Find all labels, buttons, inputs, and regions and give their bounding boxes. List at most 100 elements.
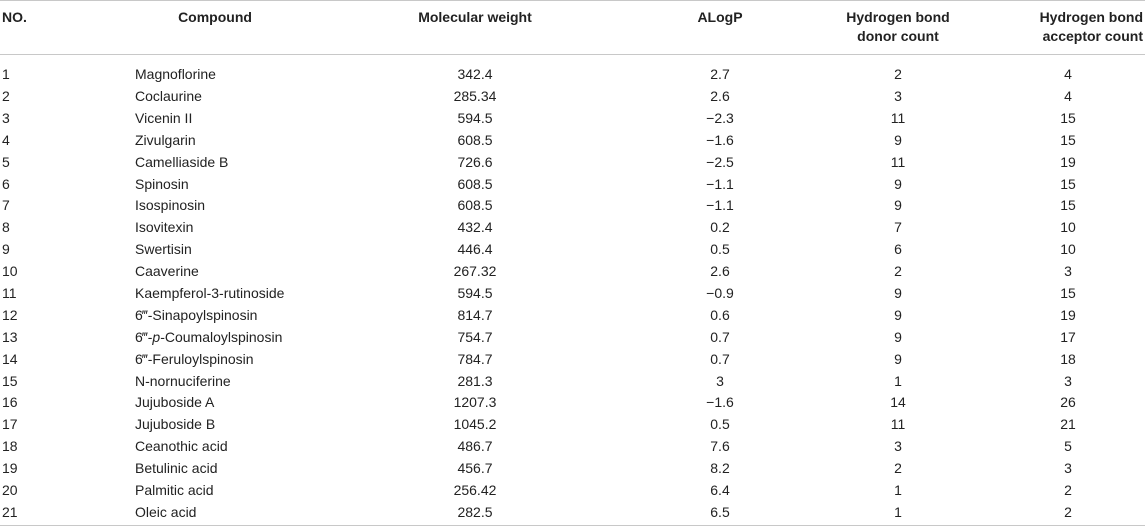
- cell-no: 2: [2, 87, 10, 104]
- table-row: 15 N-nornuciferine 281.3 3 1 3: [0, 370, 1145, 392]
- cell-compound: Spinosin: [135, 175, 189, 192]
- cell-molecular-weight: 446.4: [457, 241, 493, 258]
- cell-hbond-acceptor: 19: [1060, 153, 1076, 170]
- header-compound: Compound: [178, 9, 252, 25]
- table-row: 18 Ceanothic acid 486.7 7.6 3 5: [0, 435, 1145, 457]
- cell-alogp: −2.3: [706, 109, 734, 126]
- table-row: 7 Isospinosin 608.5 −1.1 9 15: [0, 194, 1145, 216]
- cell-hbond-donor: 1: [894, 503, 902, 520]
- cell-hbond-donor: 9: [894, 350, 902, 367]
- cell-compound: N-nornuciferine: [135, 372, 231, 389]
- header-hbond-donor: Hydrogen bond donor count: [805, 1, 991, 55]
- cell-hbond-donor: 9: [894, 306, 902, 323]
- cell-alogp: 0.5: [710, 416, 730, 433]
- cell-compound: Jujuboside A: [135, 394, 215, 411]
- table-row: 11 Kaempferol-3-rutinoside 594.5 −0.9 9 15: [0, 282, 1145, 304]
- cell-alogp: 2.6: [710, 263, 730, 280]
- table-row: 16 Jujuboside A 1207.3 −1.6 14 26: [0, 391, 1145, 413]
- table-row: 13 6‴-p-Coumaloylspinosin 754.7 0.7 9 17: [0, 326, 1145, 348]
- cell-alogp: 6.4: [710, 481, 730, 498]
- cell-no: 5: [2, 153, 10, 170]
- header-row: NO. Compound Molecular weight ALogP Hydr…: [0, 0, 1145, 55]
- cell-molecular-weight: 608.5: [457, 131, 493, 148]
- header-hbond-acceptor-line2: acceptor count: [1042, 28, 1143, 44]
- cell-no: 11: [2, 284, 17, 301]
- cell-molecular-weight: 784.7: [457, 350, 493, 367]
- cell-hbond-donor: 6: [894, 241, 902, 258]
- header-molecular-weight: Molecular weight: [418, 9, 532, 25]
- table-row: 10 Caaverine 267.32 2.6 2 3: [0, 260, 1145, 282]
- cell-no: 7: [2, 197, 10, 214]
- table-header: NO. Compound Molecular weight ALogP Hydr…: [0, 0, 1145, 55]
- cell-hbond-donor: 14: [890, 394, 906, 411]
- cell-compound: Oleic acid: [135, 503, 197, 520]
- cell-hbond-donor: 9: [894, 131, 902, 148]
- cell-compound: Ceanothic acid: [135, 438, 228, 455]
- cell-molecular-weight: 342.4: [457, 66, 493, 82]
- table-row: 20 Palmitic acid 256.42 6.4 1 2: [0, 479, 1145, 501]
- cell-alogp: 2.6: [710, 87, 730, 104]
- cell-hbond-acceptor: 15: [1060, 197, 1076, 214]
- cell-molecular-weight: 456.7: [457, 460, 493, 477]
- cell-molecular-weight: 594.5: [457, 109, 493, 126]
- table-row: 4 Zivulgarin 608.5 −1.6 9 15: [0, 129, 1145, 151]
- header-alogp: ALogP: [697, 9, 743, 25]
- header-no: NO.: [2, 9, 27, 25]
- cell-alogp: 6.5: [710, 503, 730, 520]
- cell-alogp: −2.5: [706, 153, 734, 170]
- cell-molecular-weight: 281.3: [457, 372, 493, 389]
- cell-hbond-donor: 3: [894, 438, 902, 455]
- cell-no: 15: [2, 372, 18, 389]
- cell-hbond-acceptor: 21: [1060, 416, 1076, 433]
- cell-hbond-acceptor: 26: [1060, 394, 1076, 411]
- cell-alogp: −0.9: [706, 284, 734, 301]
- cell-compound: 6‴-Sinapoylspinosin: [135, 306, 258, 323]
- cell-hbond-acceptor: 10: [1060, 241, 1076, 258]
- cell-alogp: 0.2: [710, 219, 730, 236]
- cell-molecular-weight: 726.6: [457, 153, 493, 170]
- cell-no: 18: [2, 438, 18, 455]
- cell-no: 13: [2, 328, 18, 345]
- cell-alogp: 7.6: [710, 438, 730, 455]
- cell-hbond-donor: 9: [894, 284, 902, 301]
- cell-hbond-acceptor: 19: [1060, 306, 1076, 323]
- cell-alogp: −1.6: [706, 131, 734, 148]
- cell-molecular-weight: 432.4: [457, 219, 493, 236]
- cell-compound: Palmitic acid: [135, 481, 214, 498]
- cell-no: 21: [2, 503, 18, 520]
- cell-alogp: 2.7: [710, 66, 730, 82]
- cell-molecular-weight: 1045.2: [453, 416, 497, 433]
- cell-hbond-acceptor: 15: [1060, 131, 1076, 148]
- cell-alogp: 8.2: [710, 460, 730, 477]
- cell-no: 10: [2, 263, 18, 280]
- header-hbond-donor-line1: Hydrogen bond: [846, 9, 950, 25]
- cell-hbond-acceptor: 15: [1060, 284, 1076, 301]
- table-body: 1 Magnoflorine 342.4 2.7 2 4 2 Coclaurine 285.34…: [0, 55, 1145, 526]
- header-hbond-acceptor-line1: Hydrogen bond: [1039, 9, 1143, 25]
- table-row: 1 Magnoflorine 342.4 2.7 2 4: [0, 55, 1145, 86]
- table-row: 6 Spinosin 608.5 −1.1 9 15: [0, 173, 1145, 195]
- cell-molecular-weight: 282.5: [457, 503, 493, 520]
- cell-no: 6: [2, 175, 10, 192]
- cell-hbond-acceptor: 4: [1064, 87, 1072, 104]
- cell-alogp: 0.7: [710, 328, 730, 345]
- cell-hbond-acceptor: 3: [1064, 372, 1072, 389]
- cell-no: 14: [2, 350, 18, 367]
- cell-no: 19: [2, 460, 18, 477]
- cell-no: 4: [2, 131, 10, 148]
- cell-molecular-weight: 594.5: [457, 284, 493, 301]
- cell-compound: Isospinosin: [135, 197, 206, 214]
- cell-hbond-donor: 1: [894, 372, 902, 389]
- cell-molecular-weight: 256.42: [453, 481, 497, 498]
- cell-no: 17: [2, 416, 18, 433]
- cell-hbond-donor: 9: [894, 197, 902, 214]
- cell-hbond-acceptor: 4: [1064, 66, 1072, 82]
- cell-hbond-donor: 11: [890, 153, 906, 170]
- cell-compound: 6‴-Feruloylspinosin: [135, 350, 254, 367]
- cell-hbond-acceptor: 3: [1064, 263, 1072, 280]
- cell-no: 20: [2, 481, 18, 498]
- cell-alogp: 0.6: [710, 306, 730, 323]
- cell-molecular-weight: 1207.3: [453, 394, 497, 411]
